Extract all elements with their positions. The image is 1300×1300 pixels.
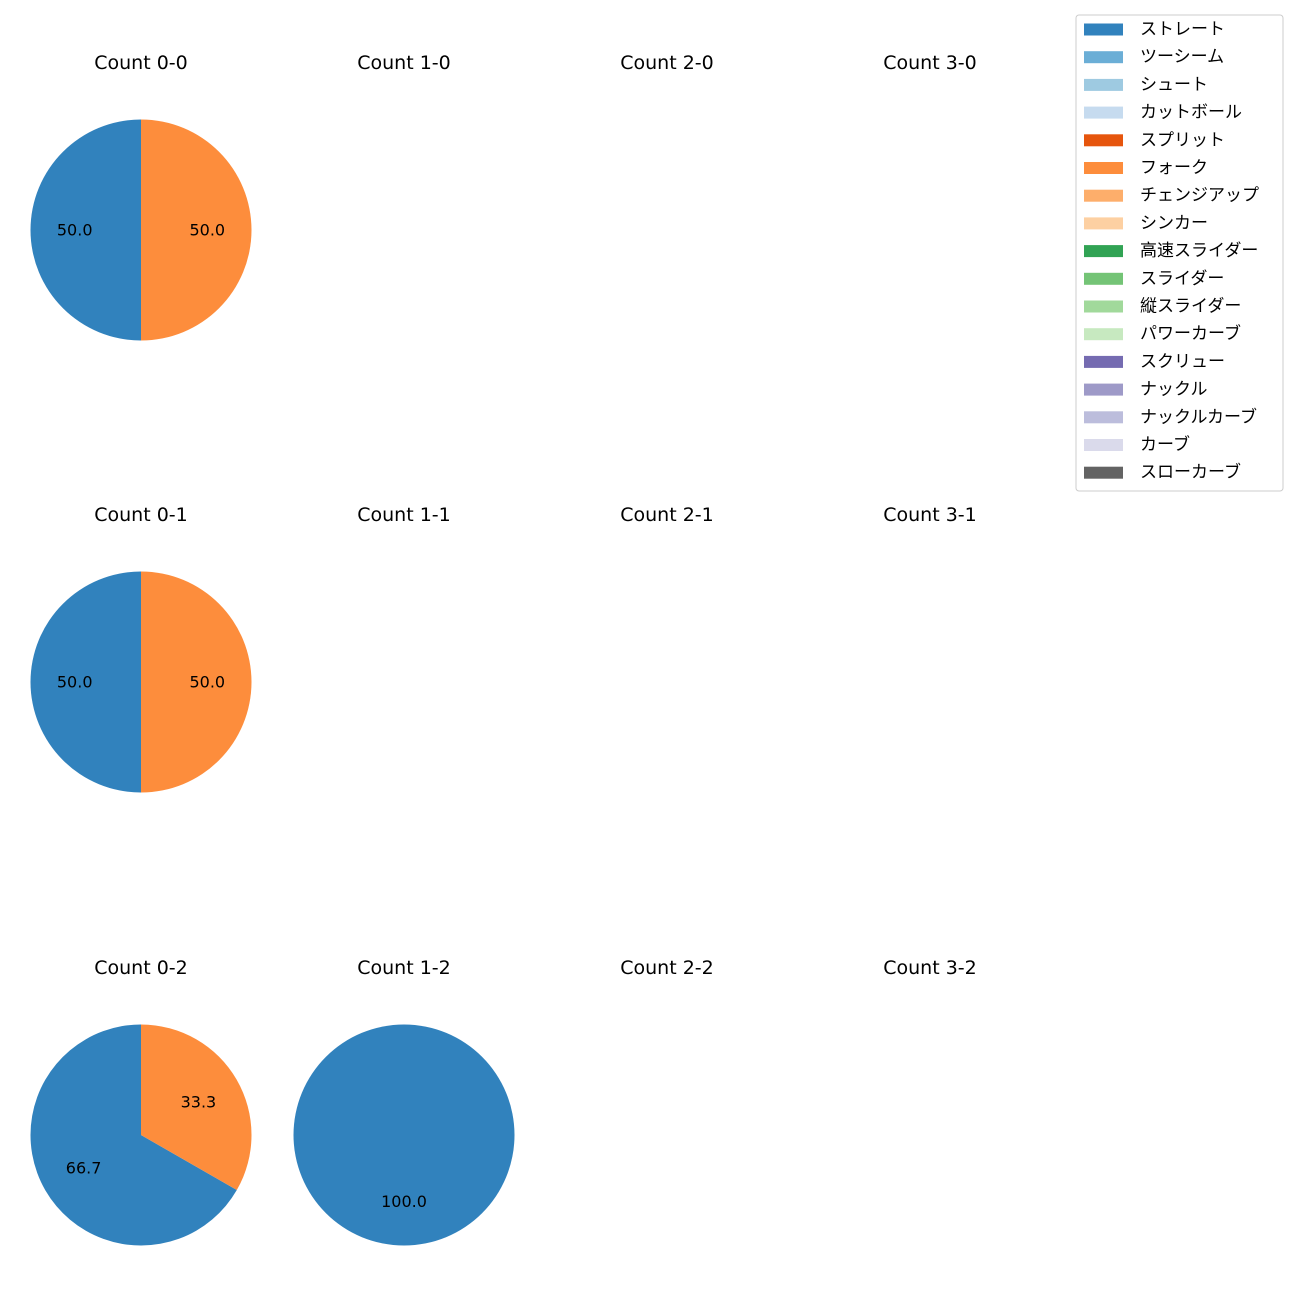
legend-label: ツーシーム <box>1140 47 1224 67</box>
legend-swatch <box>1084 466 1123 479</box>
subplot-title: Count 3-0 <box>883 52 977 74</box>
legend-swatch <box>1084 78 1123 91</box>
slice-pct-label: 50.0 <box>57 673 93 692</box>
legend-item: ナックル <box>1084 380 1208 400</box>
subplot-count-1-1: Count 1-1 <box>357 504 451 526</box>
legend-label: スライダー <box>1140 269 1224 289</box>
legend-swatch <box>1084 189 1123 202</box>
legend-label: スプリット <box>1140 130 1225 150</box>
subplot-title: Count 2-0 <box>620 52 714 74</box>
slice-pct-label: 33.3 <box>181 1092 217 1111</box>
pie-slice <box>30 119 142 341</box>
legend-swatch <box>1084 411 1123 424</box>
legend-swatch <box>1084 51 1123 64</box>
subplot-title: Count 1-2 <box>357 957 451 979</box>
legend-swatch <box>1084 106 1123 119</box>
legend-swatch <box>1084 272 1123 285</box>
subplot-title: Count 1-1 <box>357 504 451 526</box>
legend-label: チェンジアップ <box>1140 186 1259 206</box>
subplot-count-1-0: Count 1-0 <box>357 52 451 74</box>
legend-label: ストレート <box>1140 20 1225 40</box>
slice-pct-label: 100.0 <box>381 1192 427 1211</box>
legend-label: スローカーブ <box>1140 462 1241 483</box>
legend-swatch <box>1084 328 1123 341</box>
subplot-title: Count 0-0 <box>94 52 188 74</box>
legend-swatch <box>1084 217 1123 230</box>
legend-swatch <box>1084 355 1123 368</box>
subplot-title: Count 1-0 <box>357 52 451 74</box>
pie-slice <box>141 119 252 341</box>
legend-swatch <box>1084 245 1123 258</box>
legend-label: カーブ <box>1140 434 1190 455</box>
subplot-count-0-1: Count 0-1 50.0 50.0 <box>30 504 252 793</box>
legend-label: カットボール <box>1140 103 1242 123</box>
pie-slice <box>30 571 142 793</box>
slice-pct-label: 50.0 <box>189 673 225 692</box>
legend-label: シュート <box>1140 75 1208 95</box>
legend-item: フォーク <box>1084 158 1208 178</box>
subplot-count-2-1: Count 2-1 <box>620 504 714 526</box>
legend-item: シュート <box>1084 75 1208 95</box>
subplot-title: Count 2-1 <box>620 504 714 526</box>
slice-pct-label: 66.7 <box>66 1159 102 1178</box>
pie-slice <box>293 1024 515 1246</box>
legend-swatch <box>1084 300 1123 313</box>
legend-swatch <box>1084 23 1123 36</box>
pie-slice <box>30 1024 237 1246</box>
subplot-count-2-0: Count 2-0 <box>620 52 714 74</box>
subplot-count-3-0: Count 3-0 <box>883 52 977 74</box>
subplot-title: Count 0-1 <box>94 504 188 526</box>
legend-swatch <box>1084 162 1123 174</box>
legend-item: スライダー <box>1084 269 1224 289</box>
subplot-count-3-2: Count 3-2 <box>883 957 977 979</box>
slice-pct-label: 50.0 <box>189 221 225 240</box>
slice-pct-label: 50.0 <box>57 221 93 240</box>
subplot-title: Count 3-2 <box>883 957 977 979</box>
legend-item: ツーシーム <box>1084 47 1224 67</box>
subplot-count-1-2: Count 1-2 100.0 <box>293 957 515 1246</box>
pie-slice <box>141 571 252 793</box>
legend-item: カーブ <box>1084 434 1190 455</box>
legend-item: シンカー <box>1084 213 1208 233</box>
subplots: Count 0-0 50.0 50.0 Count 1-0 Count 2-0 Count… <box>30 52 977 1246</box>
legend-label: フォーク <box>1140 158 1208 178</box>
legend: ストレートツーシームシュートカットボールスプリットフォークチェンジアップシンカー… <box>1075 14 1284 492</box>
legend-label: 縦スライダー <box>1140 297 1241 317</box>
legend-item: パワーカーブ <box>1084 323 1241 344</box>
subplot-title: Count 2-2 <box>620 957 714 979</box>
legend-item: カットボール <box>1084 103 1242 123</box>
subplot-count-3-1: Count 3-1 <box>883 504 977 526</box>
legend-label: シンカー <box>1140 213 1208 233</box>
legend-item: スプリット <box>1084 130 1225 150</box>
pie-slice <box>141 1024 252 1191</box>
legend-swatch <box>1084 383 1123 396</box>
legend-label: ナックル <box>1140 380 1208 400</box>
subplot-title: Count 0-2 <box>94 957 188 979</box>
legend-item: 高速スライダー <box>1084 241 1258 261</box>
legend-swatch <box>1084 439 1123 451</box>
subplot-count-2-2: Count 2-2 <box>620 957 714 979</box>
legend-item: スローカーブ <box>1084 462 1241 483</box>
legend-item: スクリュー <box>1084 352 1225 372</box>
legend-label: パワーカーブ <box>1140 323 1241 344</box>
legend-item: チェンジアップ <box>1084 186 1259 206</box>
legend-item: 縦スライダー <box>1084 297 1241 317</box>
legend-label: ナックルカーブ <box>1140 406 1257 427</box>
subplot-count-0-0: Count 0-0 50.0 50.0 <box>30 52 252 341</box>
legend-swatch <box>1084 134 1123 147</box>
legend-item: ナックルカーブ <box>1084 406 1257 427</box>
legend-label: スクリュー <box>1140 352 1225 372</box>
legend-frame <box>1075 14 1284 492</box>
subplot-count-0-2: Count 0-2 66.7 33.3 <box>30 957 252 1246</box>
legend-label: 高速スライダー <box>1140 241 1258 261</box>
subplot-title: Count 3-1 <box>883 504 977 526</box>
legend-item: ストレート <box>1084 20 1225 40</box>
